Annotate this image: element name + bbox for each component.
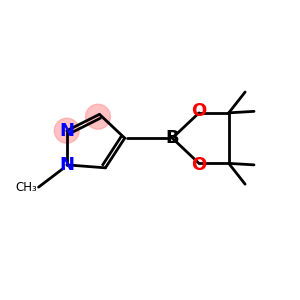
Circle shape <box>54 118 79 143</box>
Circle shape <box>85 104 110 129</box>
Text: B: B <box>166 129 179 147</box>
Text: N: N <box>59 156 74 174</box>
Text: O: O <box>191 102 207 120</box>
Text: CH₃: CH₃ <box>15 181 37 194</box>
Text: N: N <box>59 122 74 140</box>
Text: O: O <box>191 156 207 174</box>
